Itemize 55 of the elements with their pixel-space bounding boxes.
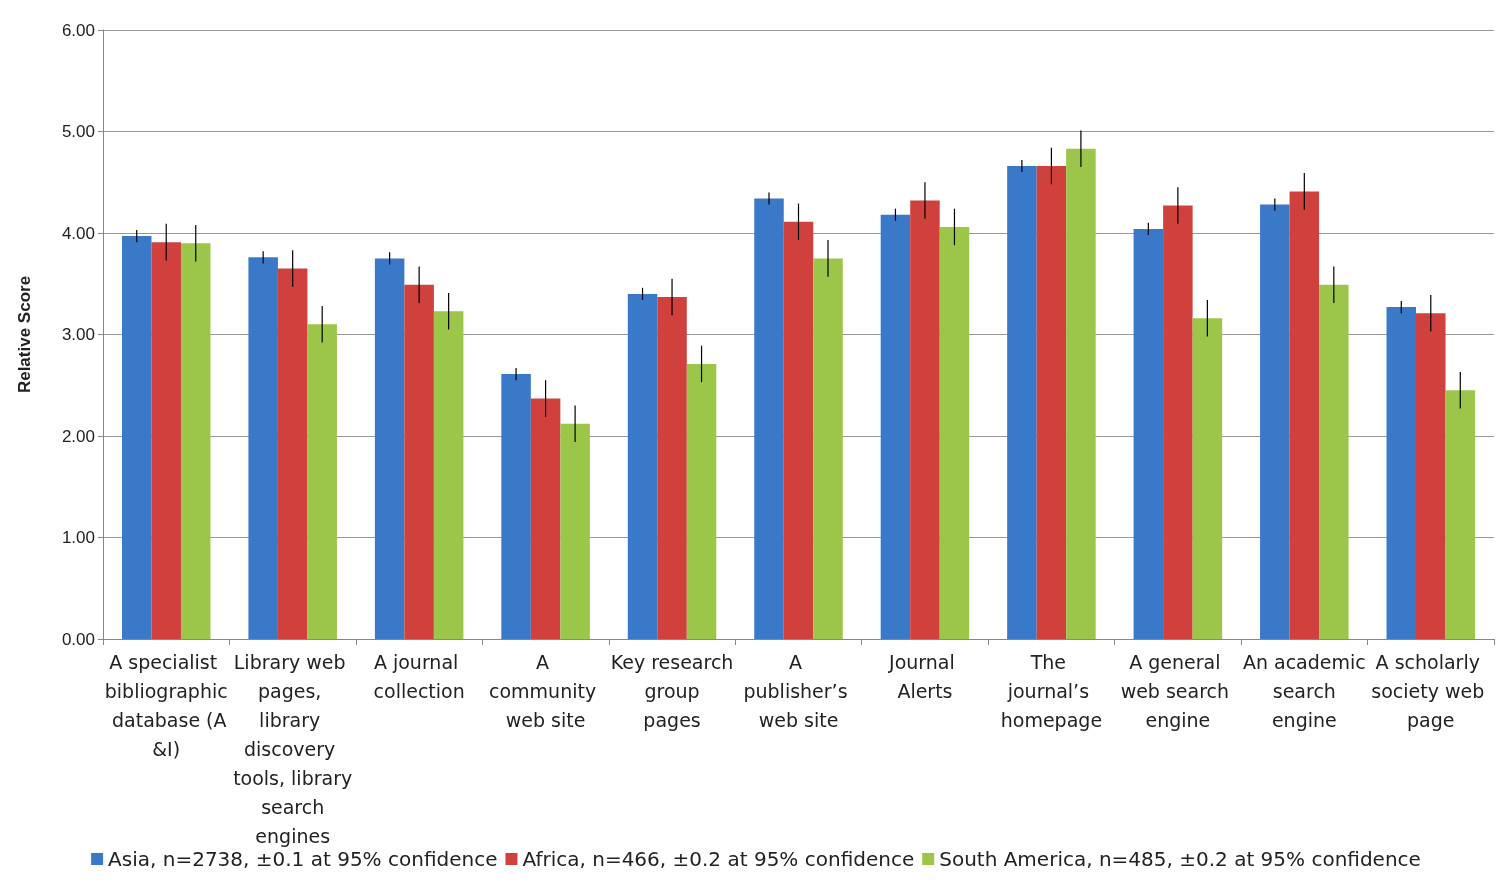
bar [1192, 318, 1223, 639]
bar [1007, 166, 1037, 639]
bar [1289, 191, 1320, 639]
bar [657, 296, 687, 639]
bar [151, 242, 181, 639]
x-tick-label: A general web search engine [1120, 650, 1236, 731]
x-tick-label: The journal’s homepage [1000, 650, 1103, 731]
x-tick-label: A scholarly society web page [1371, 650, 1491, 731]
legend-label: Asia, n=2738, ±0.1 at 95% confidence [108, 847, 498, 871]
bar [1260, 204, 1290, 639]
bar [433, 311, 464, 639]
x-tick-label: Journal Alerts [888, 650, 961, 702]
y-tick-label: 5.00 [61, 122, 95, 141]
y-tick-label: 0.00 [61, 629, 95, 649]
bar [404, 284, 434, 639]
bar [560, 423, 590, 639]
x-tick-label: A publisher’s web site [743, 650, 854, 731]
bar [248, 257, 278, 639]
y-tick-label: 1.00 [61, 528, 95, 547]
bar [277, 268, 308, 639]
bar [627, 293, 658, 639]
bar [1066, 148, 1096, 639]
bar [121, 236, 152, 639]
bar [1416, 313, 1446, 639]
x-tick-label: Key research group pages [610, 650, 734, 731]
x-tick-label: An academic search engine [1242, 650, 1366, 731]
bar [530, 398, 561, 639]
bar [910, 200, 940, 639]
y-tick-label: 6.00 [61, 20, 95, 40]
bar [1319, 284, 1349, 639]
bar [1133, 228, 1164, 639]
y-tick-label: 4.00 [61, 223, 95, 243]
x-tick-label: A specialist bibliographic database (A&I) [104, 650, 228, 760]
y-tick-label: 2.00 [61, 426, 95, 446]
bar [813, 258, 843, 639]
bar [374, 258, 405, 639]
x-tick-label: A journal collection [373, 650, 465, 702]
bar [686, 363, 717, 639]
y-axis-title: Relative Score [15, 275, 34, 394]
bar [754, 198, 784, 639]
legend-label: South America, n=485, ±0.2 at 95% confidence [939, 847, 1421, 871]
bar [939, 226, 970, 639]
bar [1163, 205, 1193, 639]
x-tick-label: A community web site [489, 650, 603, 731]
bar [1036, 166, 1067, 639]
bar [501, 374, 531, 639]
bar [1445, 390, 1476, 639]
bar [880, 214, 911, 639]
x-tick-label: Library web pages, library discovery tools, library search engines [233, 650, 353, 847]
bar [307, 324, 337, 639]
bar [180, 243, 211, 639]
legend-label: Africa, n=466, ±0.2 at 95% confidence [522, 847, 915, 871]
bar [1386, 307, 1417, 639]
y-tick-label: 3.00 [61, 325, 95, 344]
bar [783, 221, 814, 639]
